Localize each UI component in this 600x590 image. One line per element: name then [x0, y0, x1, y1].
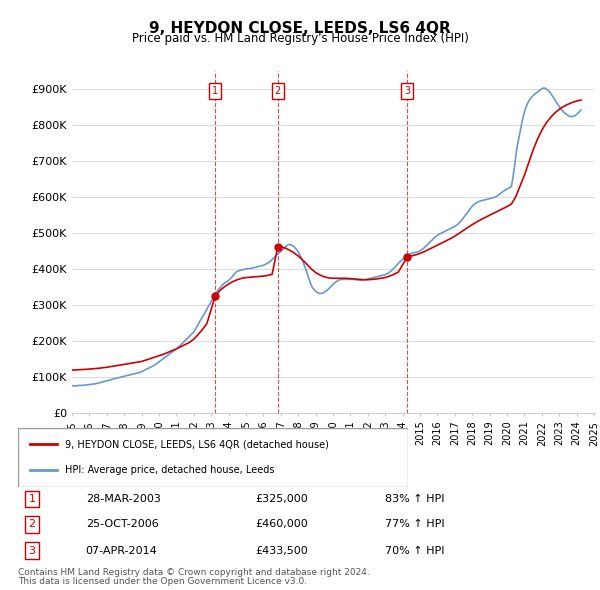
Text: 1: 1 [29, 494, 35, 504]
Text: This data is licensed under the Open Government Licence v3.0.: This data is licensed under the Open Gov… [18, 577, 307, 586]
Text: £433,500: £433,500 [255, 546, 308, 556]
Text: £460,000: £460,000 [255, 519, 308, 529]
Text: 28-MAR-2003: 28-MAR-2003 [86, 494, 161, 504]
Text: Contains HM Land Registry data © Crown copyright and database right 2024.: Contains HM Land Registry data © Crown c… [18, 568, 370, 576]
Text: 83% ↑ HPI: 83% ↑ HPI [385, 494, 444, 504]
Text: £325,000: £325,000 [255, 494, 308, 504]
Text: 07-APR-2014: 07-APR-2014 [86, 546, 157, 556]
FancyBboxPatch shape [18, 428, 408, 487]
Text: 25-OCT-2006: 25-OCT-2006 [86, 519, 158, 529]
Text: 3: 3 [29, 546, 35, 556]
Text: 3: 3 [404, 86, 410, 96]
Text: 9, HEYDON CLOSE, LEEDS, LS6 4QR (detached house): 9, HEYDON CLOSE, LEEDS, LS6 4QR (detache… [65, 440, 329, 449]
Text: 2: 2 [275, 86, 281, 96]
Text: Price paid vs. HM Land Registry's House Price Index (HPI): Price paid vs. HM Land Registry's House … [131, 32, 469, 45]
Text: 1: 1 [212, 86, 218, 96]
Text: 9, HEYDON CLOSE, LEEDS, LS6 4QR: 9, HEYDON CLOSE, LEEDS, LS6 4QR [149, 21, 451, 35]
Text: HPI: Average price, detached house, Leeds: HPI: Average price, detached house, Leed… [65, 466, 274, 475]
Text: 70% ↑ HPI: 70% ↑ HPI [385, 546, 444, 556]
Text: 77% ↑ HPI: 77% ↑ HPI [385, 519, 444, 529]
Text: 2: 2 [29, 519, 35, 529]
